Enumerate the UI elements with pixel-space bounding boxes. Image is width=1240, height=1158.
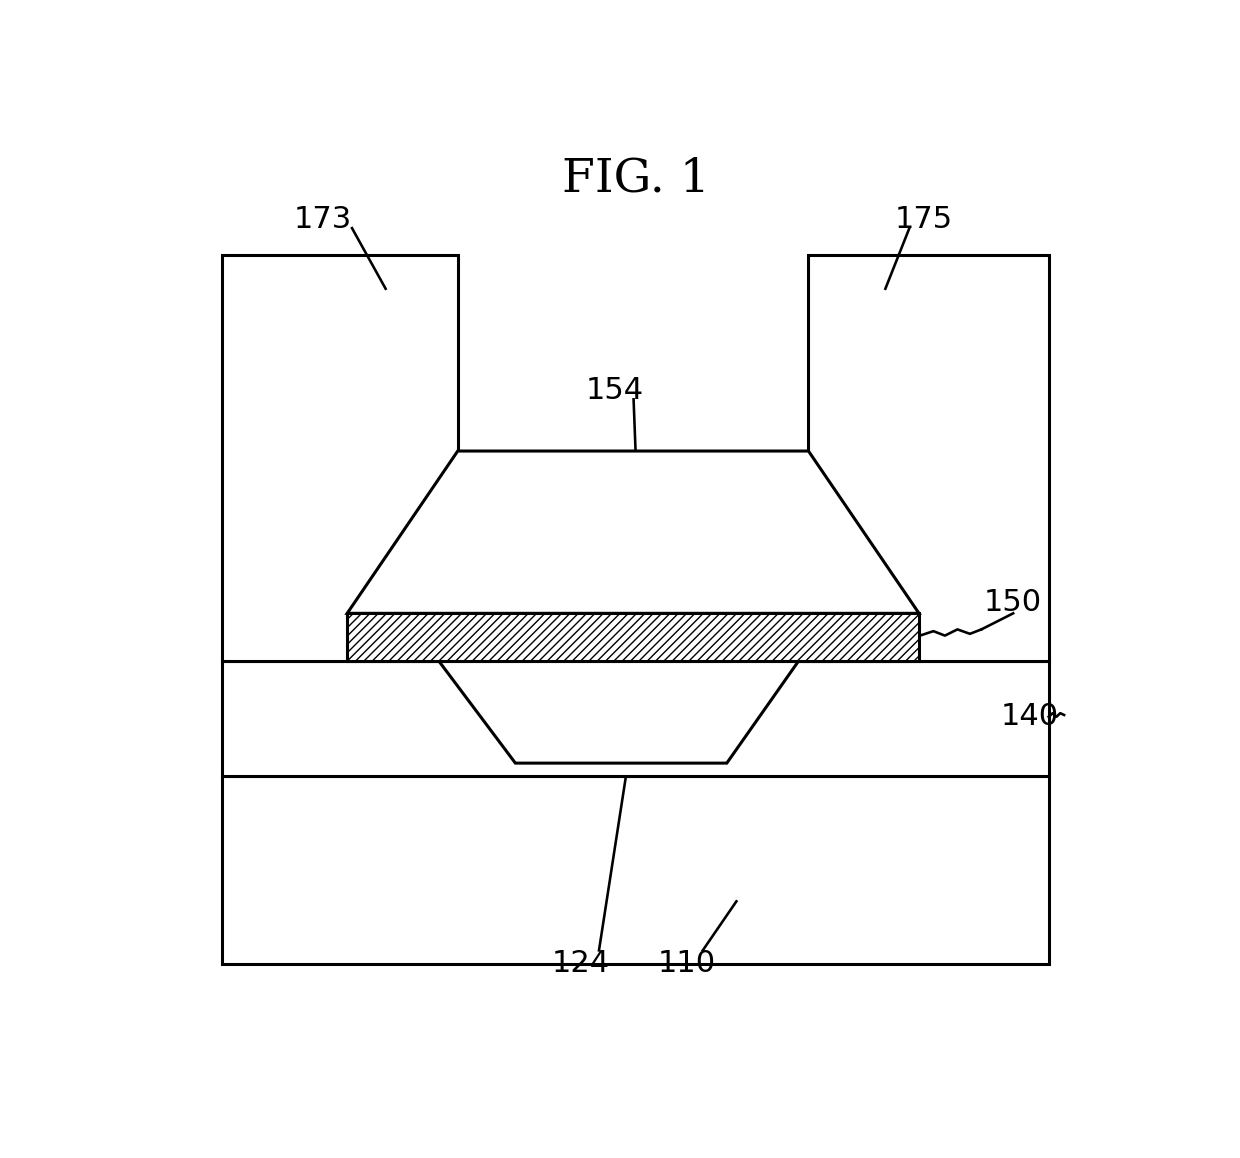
Polygon shape (222, 255, 1049, 660)
Text: 150: 150 (985, 588, 1043, 617)
Text: 154: 154 (585, 376, 644, 405)
Text: 124: 124 (552, 950, 610, 979)
Text: FIG. 1: FIG. 1 (562, 156, 709, 201)
Polygon shape (347, 452, 919, 614)
Polygon shape (222, 777, 1049, 963)
Polygon shape (347, 614, 919, 660)
Text: 173: 173 (294, 205, 352, 234)
Polygon shape (439, 660, 799, 763)
Text: 140: 140 (1001, 702, 1059, 731)
Polygon shape (222, 660, 1049, 777)
Text: 110: 110 (657, 950, 715, 979)
Text: 175: 175 (895, 205, 952, 234)
